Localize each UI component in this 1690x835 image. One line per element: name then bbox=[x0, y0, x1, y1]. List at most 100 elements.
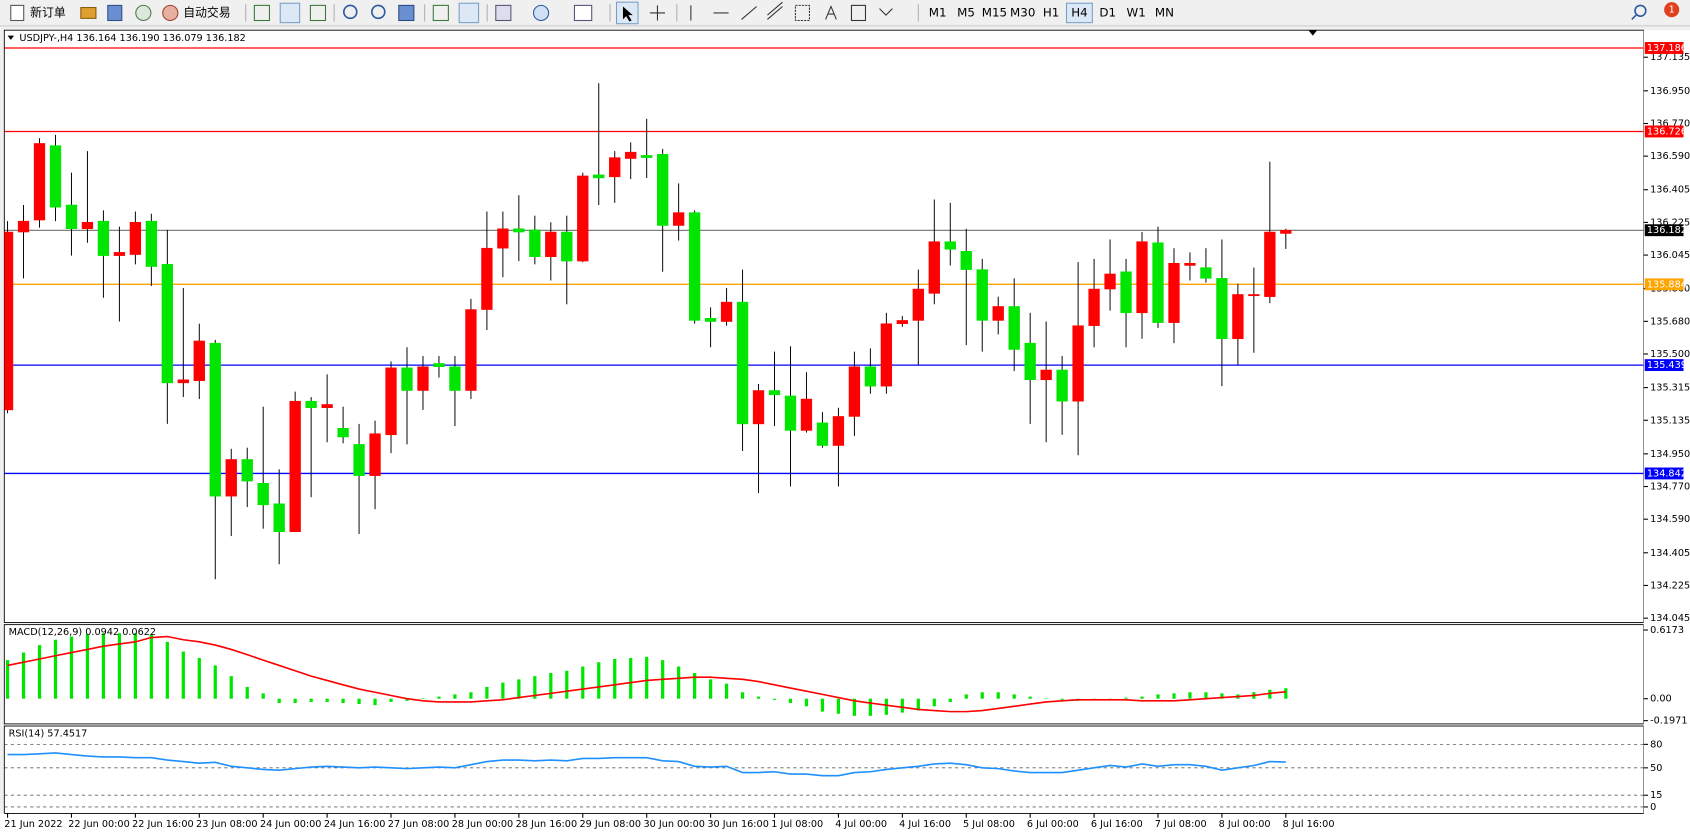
histogram-bar bbox=[101, 633, 106, 699]
histogram-bar bbox=[69, 636, 74, 699]
icon[interactable] bbox=[573, 4, 593, 22]
price-label-box bbox=[1644, 359, 1684, 372]
chart-shift-marker bbox=[1308, 30, 1318, 36]
icon-active[interactable] bbox=[279, 2, 301, 24]
timeframe-button[interactable]: D1 bbox=[1099, 5, 1116, 19]
timeframe-button[interactable]: H4 bbox=[1071, 5, 1087, 19]
timeframe-button[interactable]: W1 bbox=[1126, 5, 1145, 19]
y-tick-label: 0.00 bbox=[1650, 694, 1672, 705]
candle-body bbox=[561, 231, 573, 262]
icon[interactable] bbox=[135, 4, 152, 22]
candle-body bbox=[4, 231, 14, 411]
price-label-box bbox=[1644, 278, 1684, 291]
candle-body bbox=[241, 459, 253, 482]
icon[interactable] bbox=[432, 4, 449, 22]
histogram-bar bbox=[1188, 692, 1192, 699]
candle-body bbox=[161, 264, 173, 384]
histogram-bar bbox=[389, 698, 393, 702]
timeframe-bar: M1 M5 M15 M30 H1 H4 D1 W1 MN bbox=[929, 2, 1174, 24]
y-tick-label: 135.135 bbox=[1650, 415, 1690, 426]
label-tool[interactable] bbox=[850, 4, 867, 22]
candle-body bbox=[145, 220, 158, 267]
histogram-bar bbox=[405, 698, 409, 701]
button-label[interactable]: 自动交易 bbox=[183, 5, 230, 19]
toolbar: 新订单 自动交易 bbox=[0, 0, 1690, 27]
histogram-bar bbox=[549, 673, 553, 699]
price-label: 137.186 bbox=[1647, 43, 1687, 54]
candle-body bbox=[800, 398, 813, 431]
histogram-bar bbox=[693, 673, 697, 699]
header-marker bbox=[7, 35, 15, 40]
channel-tool[interactable] bbox=[767, 1, 783, 20]
icon-active[interactable] bbox=[458, 2, 480, 24]
x-tick-label: 24 Jun 16:00 bbox=[324, 819, 386, 830]
histogram-bar bbox=[277, 698, 281, 704]
auto-trading-button[interactable]: 自动交易 bbox=[162, 4, 231, 22]
icon bbox=[162, 4, 179, 22]
y-tick-label: 0 bbox=[1650, 802, 1656, 813]
icon[interactable] bbox=[107, 4, 123, 22]
macd-panel bbox=[3, 624, 1645, 725]
x-tick-label: 22 Jun 00:00 bbox=[68, 819, 130, 830]
histogram-bar bbox=[117, 633, 122, 699]
timeframe-button[interactable]: M1 bbox=[929, 5, 947, 19]
candle-body bbox=[976, 269, 988, 321]
candle-body bbox=[1232, 294, 1244, 340]
histogram-bar bbox=[85, 634, 90, 699]
timeframe-button[interactable]: M5 bbox=[957, 5, 975, 19]
notification-count: 1 bbox=[1669, 5, 1675, 16]
candle-body bbox=[960, 251, 972, 270]
candle-body bbox=[784, 395, 797, 431]
icon[interactable] bbox=[80, 7, 97, 19]
histogram-bar bbox=[181, 651, 185, 699]
candle-body bbox=[752, 390, 765, 425]
price-label-box bbox=[1644, 125, 1684, 138]
text-tool[interactable] bbox=[825, 5, 837, 20]
histogram-bar bbox=[213, 665, 217, 699]
tile[interactable] bbox=[398, 4, 415, 22]
icon[interactable] bbox=[253, 4, 270, 22]
indicator-title: MACD(12,26,9) 0.0942 0.0622 bbox=[9, 627, 156, 638]
histogram-bar bbox=[453, 694, 457, 699]
candle-body bbox=[641, 155, 653, 158]
histogram-bar bbox=[884, 698, 888, 715]
shapes-tool[interactable] bbox=[879, 8, 893, 16]
histogram-bar bbox=[1012, 694, 1016, 699]
histogram-bar bbox=[1140, 696, 1144, 699]
icon[interactable] bbox=[532, 4, 550, 22]
histogram-bar bbox=[1220, 693, 1224, 699]
x-tick-label: 6 Jul 00:00 bbox=[1027, 819, 1079, 830]
candle-body bbox=[305, 400, 317, 409]
toolbar-bg bbox=[0, 0, 1690, 26]
candle-body bbox=[609, 157, 621, 178]
timeframe-button[interactable]: H1 bbox=[1043, 5, 1059, 19]
trend-tool[interactable] bbox=[741, 6, 757, 20]
zoom-in[interactable] bbox=[343, 4, 358, 20]
x-tick-label: 24 Jun 00:00 bbox=[260, 819, 322, 830]
icon[interactable] bbox=[495, 4, 512, 22]
candle-body bbox=[209, 342, 221, 497]
notification-badge[interactable] bbox=[1664, 2, 1680, 18]
timeframe-button[interactable]: M15 bbox=[982, 5, 1007, 19]
y-tick-label: -0.1971 bbox=[1650, 716, 1687, 727]
new-order-button[interactable]: 新订单 bbox=[10, 4, 66, 22]
button-label[interactable]: 新订单 bbox=[30, 5, 66, 19]
timeframe-button[interactable]: M30 bbox=[1010, 5, 1035, 19]
timeframe-button[interactable]: MN bbox=[1155, 5, 1174, 19]
icon[interactable] bbox=[309, 4, 327, 22]
zoom-out[interactable] bbox=[371, 4, 386, 20]
crosshair[interactable] bbox=[649, 5, 666, 21]
histogram-bar bbox=[581, 666, 585, 699]
x-tick-label: 5 Jul 08:00 bbox=[963, 819, 1015, 830]
candle-body bbox=[497, 228, 509, 249]
timeframe-active bbox=[1065, 2, 1093, 24]
search[interactable] bbox=[1634, 4, 1647, 17]
candle-body bbox=[1136, 241, 1148, 314]
candle-body bbox=[657, 154, 669, 226]
candle-body bbox=[928, 241, 940, 294]
candle-body bbox=[193, 340, 205, 381]
x-tick-label: 27 Jun 08:00 bbox=[388, 819, 450, 830]
histogram-bar bbox=[868, 698, 872, 716]
fibo-tool[interactable] bbox=[794, 4, 810, 22]
